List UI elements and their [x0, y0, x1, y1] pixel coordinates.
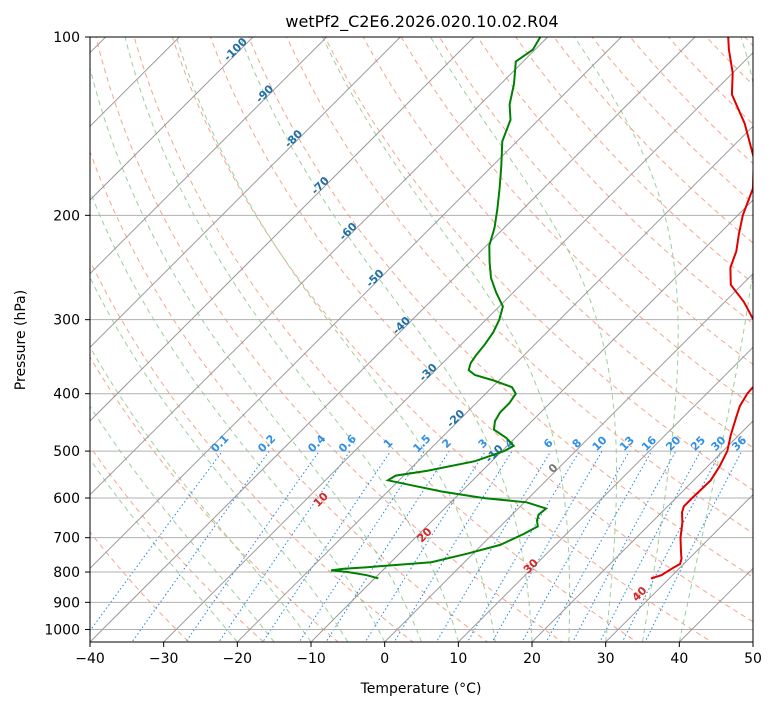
x-tick-label: 40 [670, 651, 688, 667]
dry-adiabat [362, 37, 753, 449]
isotherm [531, 420, 753, 642]
moist-adiabat [124, 37, 459, 642]
isotherm [384, 272, 753, 642]
y-tick-label: 1000 [44, 622, 80, 638]
chart-title: wetPf2_C2E6.2026.020.10.02.R04 [285, 12, 558, 32]
dry-adiabat [629, 37, 753, 165]
dry-adiabat [133, 37, 638, 642]
x-axis: −40 −30 −20 −10 0 10 20 30 40 50 [75, 642, 762, 667]
x-axis-label: Temperature (°C) [360, 681, 482, 697]
moist-adiabat [430, 37, 617, 642]
isotherm [90, 37, 622, 570]
moist-adiabat [322, 37, 571, 642]
y-tick-label: 500 [53, 444, 80, 460]
y-tick-label: 800 [53, 565, 80, 581]
y-tick-label: 400 [53, 387, 80, 403]
isotherm [163, 51, 753, 642]
moist-adiabat [90, 405, 275, 642]
moist-adiabat [90, 458, 238, 642]
y-tick-label: 700 [53, 531, 80, 547]
x-tick-label: −20 [223, 651, 253, 667]
sounding-profiles [330, 37, 753, 580]
isotherm [90, 37, 696, 642]
isotherm [90, 37, 475, 422]
isotherm [90, 37, 328, 275]
temperature-profile [650, 37, 753, 580]
moist-adiabat [175, 37, 496, 642]
moist-adiabat [239, 37, 533, 642]
plot-frame [89, 36, 754, 643]
isotherm [236, 125, 753, 642]
dry-adiabat [286, 37, 753, 534]
moist-adiabat [90, 276, 349, 642]
y-axis-label: Pressure (hPa) [13, 290, 29, 390]
isotherm [90, 37, 401, 349]
dry-adiabat [248, 37, 753, 578]
dry-adiabat [553, 37, 753, 244]
isotherm [310, 199, 753, 642]
moist-adiabat [90, 65, 422, 642]
isotherms [90, 37, 753, 642]
y-tick-label: 600 [53, 491, 80, 507]
dry-adiabats [90, 37, 753, 642]
dewpoint-profile [330, 37, 549, 580]
x-tick-label: 20 [523, 651, 541, 667]
isotherm [457, 346, 753, 642]
y-tick-label: 200 [53, 208, 80, 224]
x-tick-label: 10 [449, 651, 467, 667]
moist-adiabat [90, 189, 386, 642]
y-tick-label: 100 [53, 30, 80, 46]
dry-adiabat [171, 37, 713, 642]
dry-adiabat [438, 37, 753, 365]
dry-adiabat [209, 37, 753, 623]
x-tick-label: 0 [380, 651, 389, 667]
x-tick-label: 50 [744, 651, 762, 667]
y-tick-label: 900 [53, 595, 80, 611]
dry-adiabat [400, 37, 753, 407]
moist-adiabat [90, 345, 312, 642]
x-tick-label: 30 [597, 651, 615, 667]
isotherm [90, 37, 549, 496]
dry-adiabat [90, 445, 265, 642]
x-tick-label: −30 [149, 651, 179, 667]
moist-adiabat [574, 37, 679, 642]
dry-adiabat [90, 356, 339, 642]
dry-adiabat [90, 259, 414, 642]
dry-adiabat [591, 37, 753, 204]
y-axis: 100 200 300 400 500 600 700 800 900 1000 [44, 30, 90, 638]
pressure-gridlines [90, 37, 753, 630]
dry-adiabat [95, 37, 564, 642]
moist-adiabats [90, 37, 753, 642]
x-tick-label: −40 [75, 651, 105, 667]
isotherm [90, 37, 254, 201]
x-tick-label: −10 [296, 651, 326, 667]
isotherm [605, 493, 753, 642]
y-tick-label: 300 [53, 313, 80, 329]
